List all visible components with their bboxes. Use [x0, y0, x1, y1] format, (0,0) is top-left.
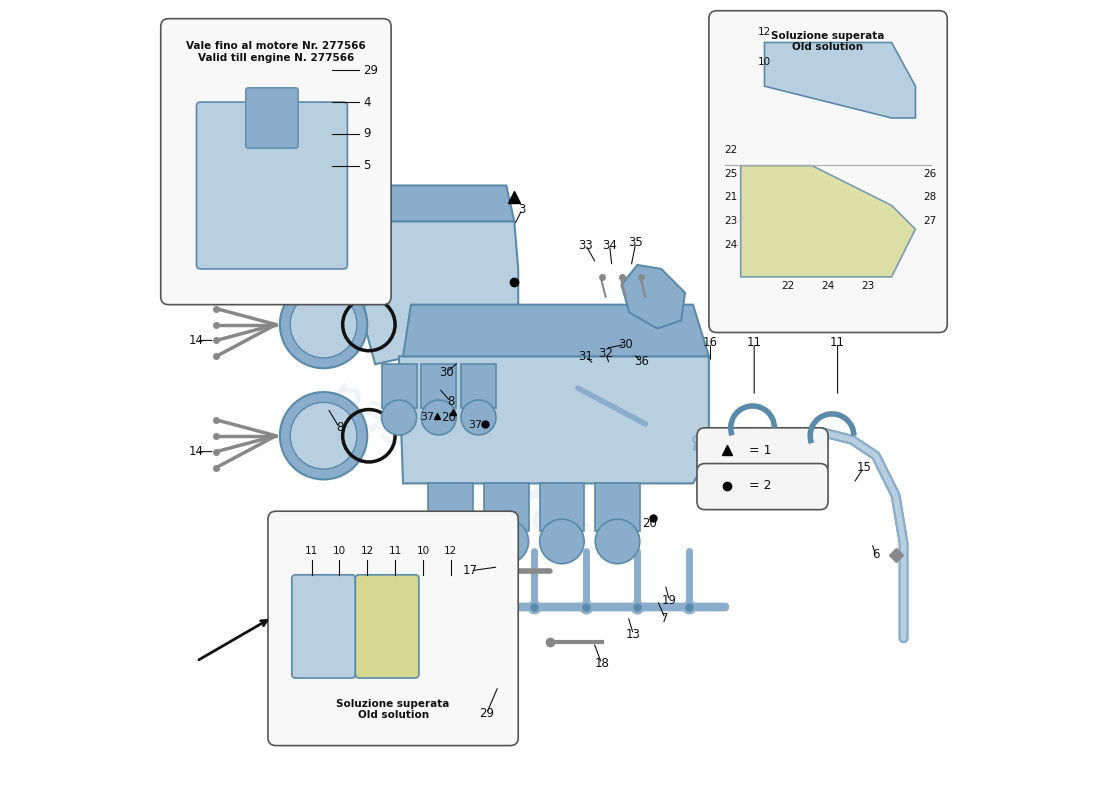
Text: 4: 4 [363, 95, 371, 109]
Text: 15: 15 [857, 461, 871, 474]
Text: 35: 35 [628, 236, 643, 250]
Polygon shape [403, 305, 708, 356]
Polygon shape [363, 222, 518, 364]
Circle shape [290, 402, 358, 469]
Text: 22: 22 [725, 145, 738, 154]
Text: 28: 28 [923, 193, 936, 202]
Text: 31: 31 [579, 350, 593, 363]
Text: 22: 22 [782, 282, 795, 291]
Text: 5: 5 [363, 159, 371, 172]
Text: 10: 10 [333, 546, 346, 556]
Text: 11: 11 [747, 336, 761, 350]
Polygon shape [595, 483, 640, 531]
Polygon shape [540, 483, 584, 531]
Text: 11: 11 [305, 546, 318, 556]
Text: 20: 20 [441, 411, 455, 424]
Text: 19: 19 [662, 594, 676, 606]
Text: 25: 25 [725, 169, 738, 178]
Text: 20: 20 [642, 517, 657, 530]
FancyBboxPatch shape [292, 574, 355, 678]
Polygon shape [740, 166, 915, 277]
Circle shape [429, 519, 473, 564]
Text: 24: 24 [725, 240, 738, 250]
Polygon shape [429, 483, 473, 531]
FancyBboxPatch shape [355, 574, 419, 678]
Text: passion for: passion for [316, 369, 594, 558]
Circle shape [290, 291, 358, 358]
Text: 12: 12 [444, 546, 458, 556]
Text: Soluzione superata
Old solution: Soluzione superata Old solution [337, 698, 450, 720]
Text: 10: 10 [758, 58, 771, 67]
Text: 13: 13 [626, 628, 641, 641]
Polygon shape [399, 356, 708, 483]
Text: 18: 18 [594, 658, 609, 670]
FancyBboxPatch shape [161, 18, 392, 305]
Polygon shape [621, 265, 685, 329]
Text: 36: 36 [634, 355, 649, 368]
Text: 14: 14 [189, 334, 204, 347]
Polygon shape [421, 364, 456, 408]
Text: 9: 9 [363, 127, 371, 140]
Circle shape [279, 392, 367, 479]
Text: 37: 37 [420, 413, 434, 422]
Text: 12: 12 [361, 546, 374, 556]
Circle shape [484, 519, 529, 564]
Text: 12: 12 [758, 27, 771, 37]
Circle shape [421, 400, 456, 435]
Text: Soluzione superata
Old solution: Soluzione superata Old solution [771, 30, 884, 52]
Polygon shape [372, 186, 515, 222]
Polygon shape [382, 364, 417, 408]
Text: 11: 11 [830, 336, 845, 350]
FancyBboxPatch shape [268, 511, 518, 746]
Text: 21: 21 [725, 193, 738, 202]
Text: 8: 8 [336, 422, 343, 434]
Text: Vale fino al motore Nr. 277566
Valid till engine N. 277566: Vale fino al motore Nr. 277566 Valid til… [186, 41, 366, 62]
Text: 3: 3 [518, 203, 526, 216]
Text: 30: 30 [618, 338, 632, 351]
Circle shape [279, 281, 367, 368]
Text: 37: 37 [469, 421, 483, 430]
Polygon shape [461, 364, 496, 408]
Text: = 1: = 1 [749, 443, 771, 457]
Text: 26: 26 [923, 169, 936, 178]
Text: 34: 34 [602, 238, 617, 251]
FancyBboxPatch shape [697, 428, 828, 474]
Text: 8: 8 [447, 395, 454, 408]
Circle shape [382, 400, 417, 435]
Text: 10: 10 [416, 546, 429, 556]
Polygon shape [764, 42, 915, 118]
Circle shape [595, 519, 640, 564]
Text: 30: 30 [439, 366, 454, 378]
Text: 14: 14 [189, 445, 204, 458]
Circle shape [461, 400, 496, 435]
Text: 29: 29 [363, 64, 378, 77]
FancyBboxPatch shape [708, 10, 947, 333]
Text: 33: 33 [579, 238, 593, 251]
Circle shape [540, 519, 584, 564]
FancyBboxPatch shape [697, 463, 828, 510]
Text: 27: 27 [923, 216, 936, 226]
Text: 23: 23 [725, 216, 738, 226]
Text: 17: 17 [463, 564, 478, 578]
Text: 7: 7 [661, 612, 669, 625]
Text: 6: 6 [872, 549, 880, 562]
Text: 24: 24 [822, 282, 835, 291]
Text: 32: 32 [598, 347, 613, 361]
Text: 23: 23 [861, 282, 875, 291]
Text: = 2: = 2 [749, 479, 771, 492]
Text: 16: 16 [703, 336, 718, 350]
FancyBboxPatch shape [245, 88, 298, 148]
FancyBboxPatch shape [197, 102, 348, 269]
Text: 29: 29 [478, 707, 494, 720]
Polygon shape [484, 483, 529, 531]
Text: 11: 11 [388, 546, 401, 556]
